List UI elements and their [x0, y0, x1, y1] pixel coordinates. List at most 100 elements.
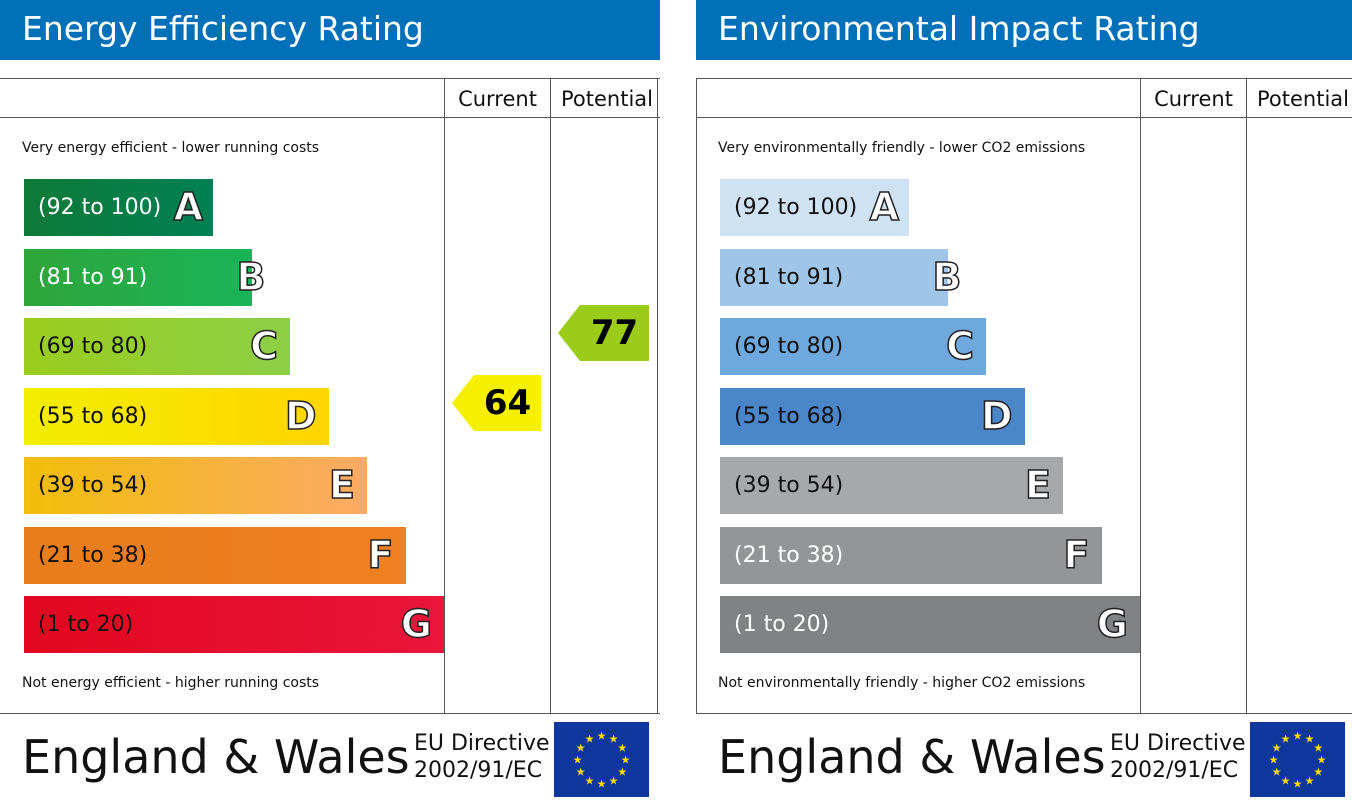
top-caption: Very energy efficient - lower running co…: [22, 140, 320, 156]
svg-text:★: ★: [576, 766, 586, 779]
svg-text:★: ★: [597, 778, 607, 791]
svg-text:★: ★: [1313, 742, 1323, 755]
band-letter: A: [173, 184, 204, 230]
svg-text:★: ★: [585, 774, 595, 787]
band-range-label: (39 to 54): [38, 473, 148, 498]
svg-text:★: ★: [1305, 733, 1315, 746]
footer-region: England & Wales: [22, 730, 410, 784]
svg-text:★: ★: [617, 766, 627, 779]
svg-text:★: ★: [597, 730, 607, 743]
band-range-label: (21 to 38): [734, 542, 844, 568]
band-letter: F: [1063, 532, 1090, 578]
rating-band-e: (39 to 54) E: [24, 457, 367, 514]
rating-band-d: (55 to 68) D: [720, 387, 1025, 445]
band-range-label: (1 to 20): [38, 612, 134, 637]
potential-column-header: Potential: [561, 87, 653, 111]
footer-region: England & Wales: [718, 730, 1106, 784]
eu-flag-icon: ★ ★ ★ ★ ★ ★ ★ ★ ★ ★ ★ ★: [554, 722, 649, 797]
energy-rating-panel: Energy Efficiency Rating Current Potenti…: [0, 0, 660, 800]
band-range-label: (39 to 54): [734, 473, 844, 498]
rating-band-a: (92 to 100) A: [24, 179, 213, 236]
band-letter: F: [367, 532, 394, 578]
rating-band-f: (21 to 38) F: [720, 526, 1102, 584]
rating-band-b: (81 to 91) B: [720, 248, 962, 306]
potential-column-divider: [1246, 78, 1247, 714]
current-rating-pointer: 64: [452, 375, 541, 432]
svg-text:★: ★: [609, 774, 619, 787]
bottom-caption: Not environmentally friendly - higher CO…: [718, 675, 1086, 691]
footer-divider: [696, 713, 1352, 714]
pointer-shape: [452, 375, 541, 432]
svg-text:★: ★: [621, 754, 631, 767]
band-range-label: (92 to 100): [734, 195, 858, 220]
table-top-border: [696, 78, 1352, 79]
band-range-label: (1 to 20): [734, 612, 830, 637]
band-letter: D: [980, 393, 1013, 439]
band-letter: B: [932, 254, 962, 300]
svg-text:★: ★: [1293, 778, 1303, 791]
svg-text:★: ★: [1269, 754, 1279, 767]
environmental-rating-panel: Environmental Impact Rating Current Pote…: [696, 0, 1352, 800]
band-letter: C: [945, 323, 974, 369]
rating-band-g: (1 to 20) G: [720, 596, 1140, 653]
band-letter: A: [869, 184, 900, 230]
rating-band-b: (81 to 91) B: [24, 248, 266, 306]
svg-text:★: ★: [1317, 754, 1327, 767]
svg-text:★: ★: [1293, 730, 1303, 743]
directive-line-2: 2002/91/EC: [1110, 758, 1239, 783]
directive-line-2: 2002/91/EC: [414, 758, 543, 783]
svg-text:★: ★: [617, 742, 627, 755]
band-letter: G: [1096, 601, 1129, 647]
band-letter: E: [1024, 462, 1051, 508]
svg-text:★: ★: [609, 733, 619, 746]
band-range-label: (69 to 80): [38, 334, 148, 359]
rating-band-a: (92 to 100) A: [720, 179, 909, 236]
footer-directive: EU Directive 2002/91/EC: [414, 730, 550, 784]
left-border: [696, 78, 697, 714]
bottom-caption: Not energy efficient - higher running co…: [22, 675, 320, 691]
rating-band-e: (39 to 54) E: [720, 457, 1063, 514]
svg-text:★: ★: [576, 742, 586, 755]
panel-title: Environmental Impact Rating: [696, 0, 1352, 60]
current-column-divider: [1140, 78, 1141, 714]
band-range-label: (81 to 91): [38, 264, 148, 290]
band-range-label: (81 to 91): [734, 264, 844, 290]
footer-directive: EU Directive 2002/91/EC: [1110, 730, 1246, 784]
header-divider: [696, 117, 1352, 118]
rating-band-g: (1 to 20) G: [24, 596, 444, 653]
panel-title: Energy Efficiency Rating: [0, 0, 660, 60]
header-divider: [0, 117, 660, 118]
right-border: [657, 78, 658, 714]
pointer-value: 64: [483, 383, 532, 424]
svg-text:★: ★: [1281, 774, 1291, 787]
rating-band-f: (21 to 38) F: [24, 526, 406, 584]
directive-line-1: EU Directive: [414, 731, 550, 756]
potential-column-divider: [550, 78, 551, 714]
rating-band-c: (69 to 80) C: [24, 318, 290, 375]
svg-text:★: ★: [1281, 733, 1291, 746]
svg-text:★: ★: [1305, 774, 1315, 787]
current-column-header: Current: [458, 87, 537, 111]
band-range-label: (21 to 38): [38, 542, 148, 568]
eu-flag-icon: ★ ★ ★ ★ ★ ★ ★ ★ ★ ★ ★ ★: [1250, 722, 1345, 797]
band-range-label: (55 to 68): [734, 403, 844, 429]
band-letter: C: [249, 323, 278, 369]
directive-line-1: EU Directive: [1110, 731, 1246, 756]
rating-band-d: (55 to 68) D: [24, 387, 329, 445]
band-letter: E: [328, 462, 355, 508]
band-letter: B: [236, 254, 266, 300]
rating-band-c: (69 to 80) C: [720, 318, 986, 375]
band-letter: D: [284, 393, 317, 439]
band-range-label: (55 to 68): [38, 403, 148, 429]
svg-text:★: ★: [1313, 766, 1323, 779]
potential-column-header: Potential: [1257, 87, 1349, 111]
potential-rating-pointer: 77: [558, 304, 649, 361]
svg-text:★: ★: [1272, 766, 1282, 779]
pointer-shape: [558, 304, 649, 361]
current-column-header: Current: [1154, 87, 1233, 111]
svg-text:★: ★: [573, 754, 583, 767]
band-range-label: (92 to 100): [38, 195, 162, 220]
footer-divider: [0, 713, 660, 714]
current-column-divider: [444, 78, 445, 714]
band-letter: G: [400, 601, 433, 647]
